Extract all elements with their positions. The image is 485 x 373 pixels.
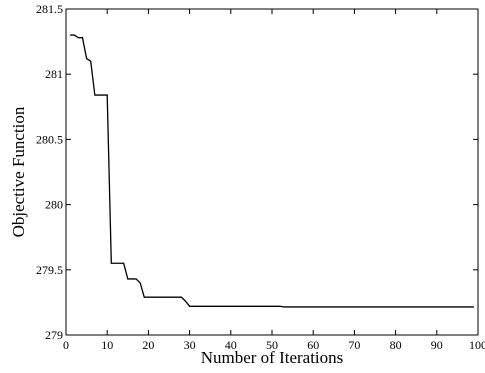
x-tick-label: 50 [266, 338, 278, 352]
x-axis: 0 10 20 30 40 50 60 70 80 90 100 [63, 9, 485, 352]
x-tick-label: 20 [142, 338, 154, 352]
x-tick-label: 60 [307, 338, 319, 352]
y-tick-label: 280.5 [36, 132, 63, 146]
x-axis-label: Number of Iterations [201, 348, 344, 367]
x-tick-label: 100 [469, 338, 485, 352]
y-tick-label: 279.5 [36, 263, 63, 277]
y-axis: 279 279.5 280 280.5 281 281.5 [36, 2, 478, 342]
x-tick-label: 0 [63, 338, 69, 352]
x-tick-label: 40 [225, 338, 237, 352]
y-axis-label: Objective Function [9, 106, 28, 237]
x-tick-label: 70 [348, 338, 360, 352]
x-tick-label: 30 [184, 338, 196, 352]
y-tick-label: 281.5 [36, 2, 63, 16]
x-tick-label: 80 [390, 338, 402, 352]
plot-area [65, 8, 479, 336]
x-tick-label: 10 [101, 338, 113, 352]
y-tick-label: 281 [45, 67, 63, 81]
series-line [70, 34, 474, 308]
y-tick-label: 280 [45, 198, 63, 212]
x-tick-label: 90 [431, 338, 443, 352]
y-tick-label: 279 [45, 328, 63, 342]
